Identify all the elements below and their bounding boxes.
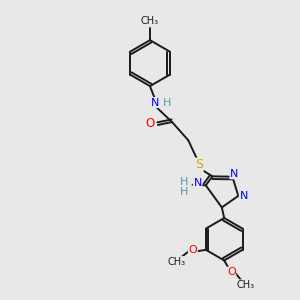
Text: O: O [188, 245, 197, 255]
Text: CH₃: CH₃ [141, 16, 159, 26]
Text: N: N [151, 98, 160, 108]
Text: H: H [180, 177, 188, 188]
Text: H: H [163, 98, 171, 108]
Text: H: H [180, 187, 188, 197]
Text: O: O [145, 117, 154, 130]
Text: N: N [194, 178, 202, 188]
Text: N: N [239, 191, 248, 202]
Text: S: S [195, 158, 203, 171]
Text: O: O [227, 267, 236, 277]
Text: CH₃: CH₃ [236, 280, 254, 290]
Text: CH₃: CH₃ [168, 256, 186, 267]
Text: N: N [230, 169, 238, 179]
